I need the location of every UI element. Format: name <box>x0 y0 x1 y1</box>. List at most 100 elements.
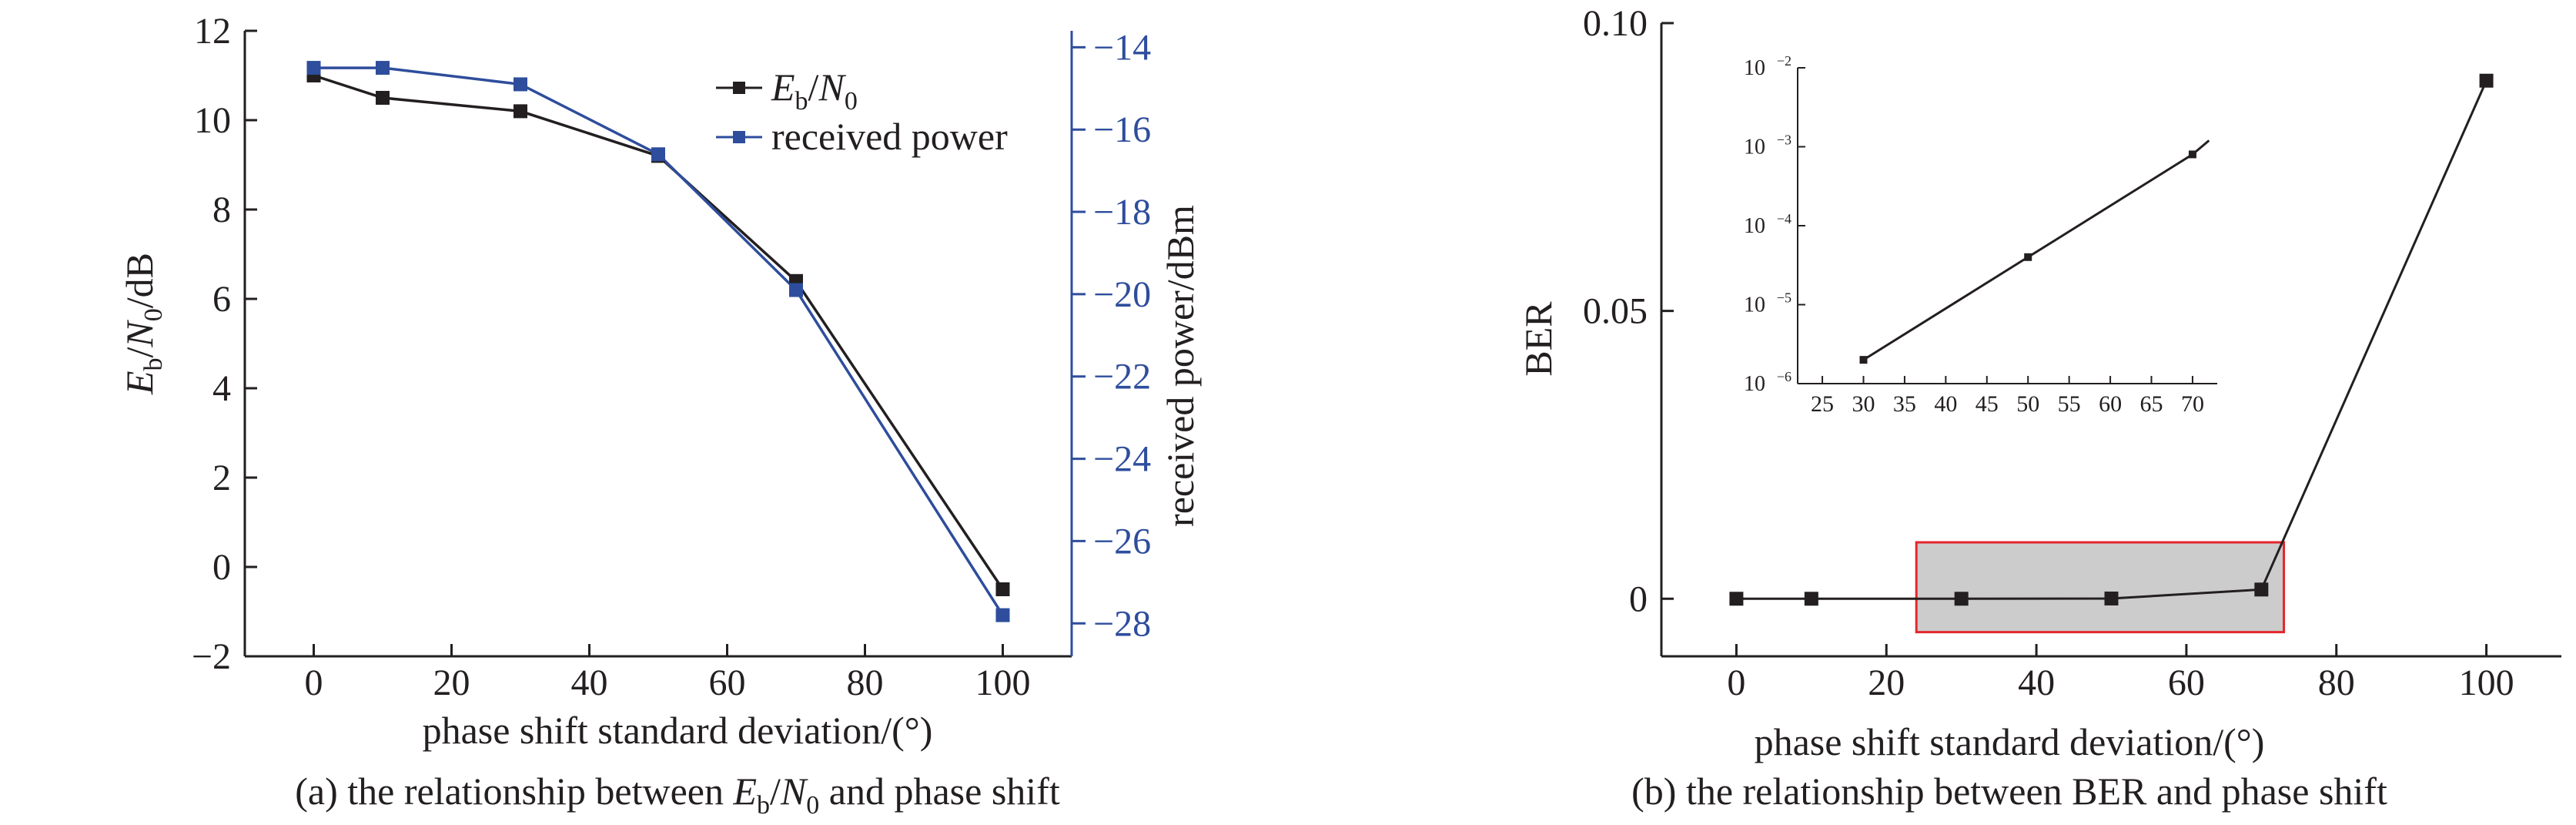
chart-b-data-point <box>2254 582 2269 597</box>
chart-a-x-tick-label: 0 <box>305 662 323 703</box>
inset-y-tick-exponent: −6 <box>1777 369 1791 384</box>
chart-b-x-tick-label: 0 <box>1727 662 1745 703</box>
chart-a-y2-tick-label: −14 <box>1093 27 1151 68</box>
chart-b-y-tick-label: 0 <box>1629 579 1648 619</box>
inset-y-axis-ticks: 10 −6 10 −5 10 −4 10 −3 10 −2 <box>1744 53 1805 396</box>
chart-a-caption: (a) the relationship between Eb/N0 and p… <box>295 770 1060 820</box>
chart-b-x-tick-label: 100 <box>2459 662 2514 703</box>
legend-marker-received-power <box>733 131 745 143</box>
chart-b: 0 0.05 0.10 0 20 40 60 80 100 BER phase shift s… <box>1517 3 2561 813</box>
chart-a-y-tick-label: 0 <box>212 547 231 588</box>
inset-data-point <box>2188 150 2196 159</box>
chart-b-plot <box>1660 23 2561 658</box>
inset-x-tick-label: 25 <box>1811 391 1834 417</box>
chart-b-data-point <box>1954 592 1969 606</box>
chart-b-series-line <box>1736 80 2487 600</box>
chart-a-series-line-0 <box>313 74 1004 590</box>
chart-a-x-tick-label: 100 <box>975 662 1031 703</box>
inset-y-tick-exponent: −2 <box>1777 53 1791 69</box>
legend-item-eb-n0: Eb/N0 <box>716 65 858 116</box>
chart-a-x-tick-label: 40 <box>571 662 608 703</box>
chart-b-caption: (b) the relationship between BER and pha… <box>1631 770 2387 813</box>
highlight-box <box>1915 541 2286 634</box>
inset-plot <box>1797 68 2217 384</box>
inset-y-tick-label: 10 <box>1744 293 1765 317</box>
chart-a-y2-tick-label: −24 <box>1093 439 1151 480</box>
chart-b-data-point <box>2104 591 2119 605</box>
chart-a-data-point <box>995 608 1010 622</box>
inset-x-tick-label: 45 <box>1975 391 1999 417</box>
chart-a-series-markers <box>306 61 1010 622</box>
chart-a-series-line-1 <box>313 66 1004 616</box>
chart-b-y-tick-label: 0.10 <box>1583 3 1648 44</box>
chart-a-data-point <box>514 77 527 92</box>
inset-data-point <box>2024 253 2032 261</box>
inset-y-tick-label: 10 <box>1744 372 1765 396</box>
chart-a-y-tick-label: 2 <box>212 458 231 498</box>
chart-b-y-axis-ticks: 0 0.05 0.10 <box>1583 3 1674 619</box>
chart-b-x-tick-label: 60 <box>2168 662 2205 703</box>
chart-a-series-lines <box>313 66 1004 616</box>
chart-b-data-point <box>2479 73 2494 88</box>
chart-b-x-tick-label: 40 <box>2018 662 2055 703</box>
chart-b-x-axis-ticks: 0 20 40 60 80 100 <box>1727 644 2514 703</box>
chart-a-right-axis-ticks: −28 −26 −24 −22 −20 −18 −16 −14 <box>1072 27 1151 644</box>
chart-a-y2-tick-label: −20 <box>1093 274 1151 315</box>
chart-a-x-tick-label: 60 <box>709 662 746 703</box>
chart-a-y-tick-label: 12 <box>194 11 231 52</box>
inset-series-line <box>1862 139 2210 361</box>
inset-x-tick-label: 35 <box>1893 391 1916 417</box>
chart-a-data-point <box>995 582 1010 596</box>
inset-x-tick-label: 40 <box>1934 391 1957 417</box>
chart-b-series-markers <box>1729 73 2494 606</box>
chart-a-y2-tick-label: −26 <box>1093 521 1151 562</box>
chart-a-data-point <box>651 147 665 162</box>
inset-x-axis-ticks: 25 30 35 40 45 50 55 60 65 70 <box>1811 376 2204 417</box>
chart-a-legend: Eb/N0 received power <box>716 65 1008 158</box>
chart-a-y2-axis-label: received power/dBm <box>1159 205 1202 527</box>
chart-b-series-line <box>1736 80 2487 600</box>
inset-x-tick-label: 60 <box>2099 391 2122 417</box>
chart-a-y-tick-label: 8 <box>212 189 231 230</box>
chart-a-x-axis-ticks: 0 20 40 60 80 100 <box>305 644 1031 703</box>
inset-y-tick-exponent: −3 <box>1777 132 1791 148</box>
inset-data-point <box>1859 356 1868 364</box>
chart-a-y2-tick-label: −22 <box>1093 357 1151 397</box>
chart-a-data-point <box>514 104 527 119</box>
inset-x-tick-label: 55 <box>2058 391 2081 417</box>
legend-item-received-power: received power <box>716 115 1008 158</box>
chart-b-data-point <box>1729 592 1744 606</box>
inset-y-tick-exponent: −4 <box>1777 211 1791 226</box>
chart-b-data-point <box>1804 592 1818 606</box>
chart-a-y-tick-label: 10 <box>194 100 231 141</box>
chart-a-y-tick-label: 6 <box>212 279 231 320</box>
inset-x-tick-label: 65 <box>2140 391 2163 417</box>
inset-y-tick-label: 10 <box>1744 56 1765 80</box>
legend-label-eb-n0: Eb/N0 <box>771 65 858 116</box>
inset-series-line <box>1862 139 2210 361</box>
inset-series-markers <box>1859 150 2196 364</box>
chart-b-highlight-region <box>1915 541 2286 634</box>
chart-b-y-axis-label: BER <box>1517 301 1560 377</box>
chart-a-y2-tick-label: −28 <box>1093 603 1151 644</box>
inset-y-tick-label: 10 <box>1744 214 1765 238</box>
chart-a-x-tick-label: 20 <box>433 662 470 703</box>
legend-label-received-power: received power <box>771 115 1008 158</box>
chart-a-left-axis-ticks: −2 0 2 4 6 8 10 12 <box>192 11 257 677</box>
chart-a-data-point <box>376 61 390 75</box>
chart-a-y-tick-label: −2 <box>192 636 231 677</box>
chart-a-y-tick-label: 4 <box>212 368 231 409</box>
chart-a-x-axis-label: phase shift standard deviation/(°) <box>423 709 933 752</box>
inset-x-tick-label: 30 <box>1852 391 1875 417</box>
chart-a-plot <box>243 31 1073 658</box>
inset-y-tick-exponent: −5 <box>1777 290 1791 306</box>
chart-b-x-tick-label: 20 <box>1868 662 1905 703</box>
legend-marker-eb-n0 <box>733 82 745 94</box>
chart-a-data-point <box>789 283 803 297</box>
chart-b-x-tick-label: 80 <box>2318 662 2355 703</box>
chart-b-inset: 10 −6 10 −5 10 −4 10 −3 10 −2 25 30 35 40 45 50 55 60 65 7… <box>1744 53 2217 417</box>
inset-x-tick-label: 50 <box>2016 391 2039 417</box>
chart-a-x-tick-label: 80 <box>847 662 884 703</box>
